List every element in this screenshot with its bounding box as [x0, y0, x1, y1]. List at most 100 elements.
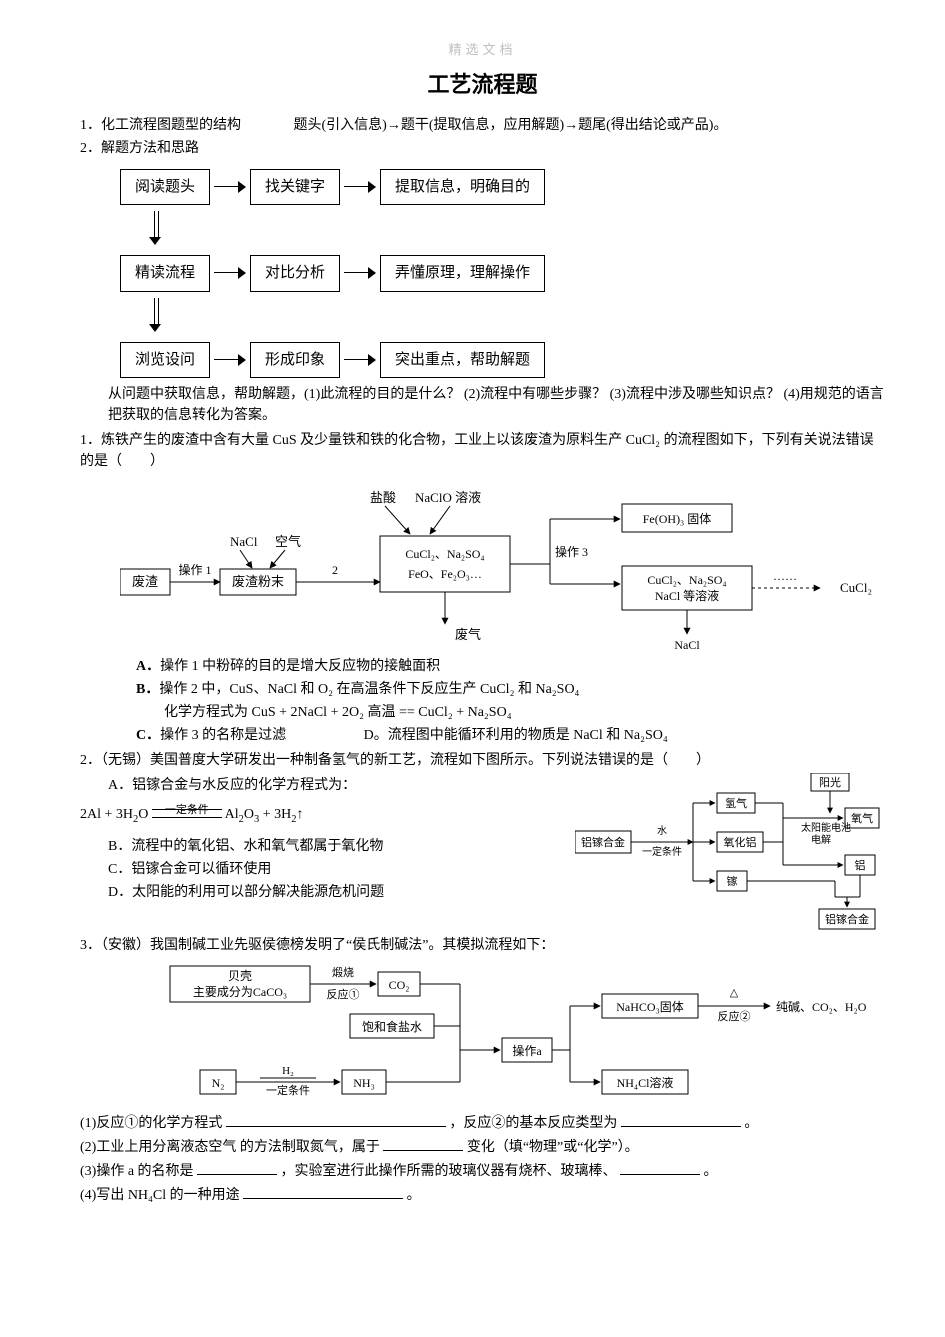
node-products: 纯碱、CO₂、H₂O	[776, 1000, 867, 1014]
blank[interactable]	[383, 1136, 463, 1151]
q1-opt-b-text: 操作 2 中，CuS、NaCl 和 O₂ 在高温条件下反应生产 CuCl₂ 和 …	[159, 682, 579, 697]
q1-opt-b-eq: 化学方程式为 CuS + 2NaCl + 2O₂ 高温 == CuCl₂ + N…	[164, 702, 885, 723]
label-water: 水	[657, 825, 667, 837]
label-op2: 2	[332, 563, 338, 577]
method-desc: 从问题中获取信息，帮助解题，(1)此流程的目的是什么？ (2)流程中有哪些步骤？…	[108, 384, 885, 426]
node-nacl-out: NaCl	[674, 638, 700, 652]
q2-opt-b: B．流程中的氧化铝、水和氧气都属于氧化物	[108, 836, 575, 857]
node-sun: 阳光	[819, 775, 841, 789]
q2-opt-a: A．铝镓合金与水反应的化学方程式为：	[108, 775, 575, 796]
method-row-3: 浏览设问 形成印象 突出重点，帮助解题	[120, 342, 885, 379]
label-op3: 操作 3	[555, 544, 588, 559]
node-waste: 废渣	[132, 574, 158, 589]
q1-opt-a: A．操作 1 中粉碎的目的是增大反应物的接触面积	[136, 656, 885, 677]
flow-box: 浏览设问	[120, 342, 210, 379]
flow-box: 突出重点，帮助解题	[380, 342, 545, 379]
q1-opt-a-text: 操作 1 中粉碎的目的是增大反应物的接触面积	[160, 659, 440, 674]
arrow-right-icon	[344, 180, 376, 194]
q1-diagram: 废渣 操作 1 废渣粉末 NaCl 空气 2 盐酸 NaClO 溶液 CuCl₂…	[120, 474, 910, 654]
q3-s1b: ，反应②的基本反应类型为	[449, 1116, 617, 1131]
q2-diagram: 铝镓合金 水 一定条件 氢气 氧化铝 镓 阳光 太阳能电池 电解 氧气	[575, 773, 885, 933]
label-air: 空气	[275, 534, 301, 549]
node-mix-l1: CuCl₂、Na₂SO₄	[405, 547, 484, 561]
label-op1: 操作 1	[178, 562, 211, 577]
label-gas: 废气	[455, 627, 481, 642]
node-cucl2: CuCl₂	[840, 580, 872, 595]
node-al: 铝	[855, 858, 866, 872]
q3-s3a: (3)操作 a 的名称是	[80, 1164, 194, 1179]
node-powder: 废渣粉末	[232, 574, 284, 589]
method-row-1: 阅读题头 找关键字 提取信息，明确目的	[120, 169, 885, 206]
q3-s2a: (2)工业上用分离液态空气 的方法制取氮气，属于	[80, 1140, 380, 1155]
label-cond: 一定条件	[642, 845, 682, 858]
blank[interactable]	[621, 1112, 741, 1127]
node-opa: 操作a	[512, 1043, 542, 1058]
q2-opt-d: D．太阳能的利用可以部分解决能源危机问题	[108, 882, 575, 903]
intro-line-1: 1．化工流程图题型的结构 题头(引入信息)→题干(提取信息，应用解题)→题尾(得…	[80, 115, 885, 136]
q2-stem: 2．（无锡）美国普度大学研发出一种制备氢气的新工艺，流程如下图所示。下列说法错误…	[80, 750, 885, 771]
q2-opt-c: C．铝镓合金可以循环使用	[108, 859, 575, 880]
arrow-down-icon	[150, 211, 164, 245]
flow-box: 提取信息，明确目的	[380, 169, 545, 206]
q3-s2b: 变化（填“物理”或“化学”）。	[467, 1140, 639, 1155]
header-note: 精选文档	[80, 40, 885, 60]
flow-box: 弄懂原理，理解操作	[380, 255, 545, 292]
intro1-text: 题头(引入信息)→题干(提取信息，应用解题)→题尾(得出结论或产品)。	[294, 118, 728, 133]
label-solar2: 电解	[811, 833, 831, 846]
flow-box: 精读流程	[120, 255, 210, 292]
q1-stem: 1．炼铁产生的废渣中含有大量 CuS 及少量铁和铁的化合物，工业上以该废渣为原料…	[80, 430, 885, 472]
q3-sub3: (3)操作 a 的名称是 ，实验室进行此操作所需的玻璃仪器有烧杯、玻璃棒、 。	[80, 1160, 885, 1182]
q3-s4a: (4)写出 NH₄Cl 的一种用途	[80, 1188, 240, 1203]
q3-s1a: (1)反应①的化学方程式	[80, 1116, 222, 1131]
q3-s1c: 。	[744, 1116, 758, 1131]
flow-box: 阅读题头	[120, 169, 210, 206]
node-alloy-in: 铝镓合金	[581, 835, 625, 849]
blank[interactable]	[226, 1112, 446, 1127]
blank[interactable]	[620, 1160, 700, 1175]
label-heat: △	[730, 987, 739, 999]
q3-s4b: 。	[407, 1188, 421, 1203]
method-flow: 阅读题头 找关键字 提取信息，明确目的 精读流程 对比分析 弄懂原理，理解操作 …	[80, 169, 885, 379]
node-sol-l2: NaCl 等溶液	[655, 588, 719, 603]
label-h2: H₂	[282, 1065, 294, 1077]
node-mix-l2: FeO、Fe₂O₃…	[408, 567, 482, 581]
q3-diagram: 贝壳 主要成分为CaCO₃ 煅烧 反应① CO₂ 饱和食盐水 N₂ H₂ 一定条…	[140, 960, 900, 1110]
node-shell-l1: 贝壳	[228, 969, 252, 983]
arrow-right-icon	[214, 266, 246, 280]
node-al2o3: 氧化铝	[724, 835, 757, 849]
node-brine: 饱和食盐水	[362, 1019, 422, 1034]
label-dots: ……	[773, 569, 797, 583]
arrow-right-icon	[344, 353, 376, 367]
q3-sub2: (2)工业上用分离液态空气 的方法制取氮气，属于 变化（填“物理”或“化学”）。	[80, 1136, 885, 1158]
page-title: 工艺流程题	[80, 68, 885, 101]
q1-opt-c-text: 操作 3 的名称是过滤	[160, 725, 360, 746]
arrow-right-icon	[214, 353, 246, 367]
node-shell-l2: 主要成分为CaCO₃	[193, 985, 287, 999]
q1-opt-d-text: D。流程图中能循环利用的物质是 NaCl 和 Na₂SO₄	[364, 728, 668, 743]
label-rxn1: 反应①	[327, 987, 360, 1001]
label-cond3: 一定条件	[266, 1083, 310, 1097]
q3-sub4: (4)写出 NH₄Cl 的一种用途 。	[80, 1184, 885, 1206]
node-sol-l1: CuCl₂、Na₂SO₄	[647, 573, 726, 587]
intro1-label: 1．化工流程图题型的结构	[80, 115, 290, 136]
q1-opt-cd: C．操作 3 的名称是过滤 D。流程图中能循环利用的物质是 NaCl 和 Na₂…	[136, 725, 885, 746]
arrow-right-icon	[214, 180, 246, 194]
arrow-right-icon	[344, 266, 376, 280]
q1-opt-b: B．操作 2 中，CuS、NaCl 和 O₂ 在高温条件下反应生产 CuCl₂ …	[136, 679, 885, 700]
node-nahco3: NaHCO₃固体	[616, 1000, 684, 1014]
blank[interactable]	[197, 1160, 277, 1175]
node-n2: N₂	[212, 1076, 225, 1090]
label-nacl: NaCl	[230, 534, 258, 549]
node-alloy-out: 铝镓合金	[825, 912, 869, 926]
flow-box: 找关键字	[250, 169, 340, 206]
flow-box: 形成印象	[250, 342, 340, 379]
node-co2: CO₂	[389, 978, 410, 992]
flow-box: 对比分析	[250, 255, 340, 292]
node-o2: 氧气	[851, 811, 873, 825]
q2-opt-a-eq: 2Al + 3H2O 一定条件 Al2O3 + 3H2↑	[80, 804, 575, 828]
intro-line-2: 2．解题方法和思路	[80, 138, 885, 159]
arrow-down-icon	[150, 298, 164, 332]
label-hcl: 盐酸	[370, 490, 396, 505]
label-naclo: NaClO 溶液	[415, 490, 481, 505]
blank[interactable]	[243, 1184, 403, 1199]
